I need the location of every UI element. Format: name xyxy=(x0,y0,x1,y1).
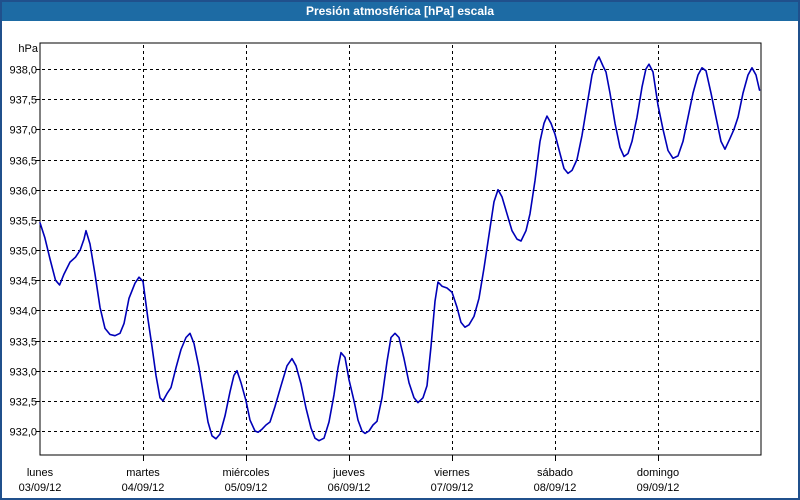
window-titlebar: Presión atmosférica [hPa] escala xyxy=(0,0,800,21)
plot-area xyxy=(39,42,762,456)
y-tick-label: 938,0 xyxy=(9,65,37,77)
y-tick-label: 936,0 xyxy=(9,186,37,198)
day-name-label: viernes xyxy=(434,467,470,479)
day-date-label: 03/09/12 xyxy=(19,482,62,494)
day-name-label: martes xyxy=(126,467,160,479)
pressure-line xyxy=(39,56,761,442)
day-name-label: lunes xyxy=(27,467,54,479)
y-tick-label: 934,0 xyxy=(9,306,37,318)
y-tick-label: 932,0 xyxy=(9,427,37,439)
y-tick-label: 932,5 xyxy=(9,397,37,409)
day-name-label: domingo xyxy=(637,467,679,479)
y-tick-label: 935,5 xyxy=(9,216,37,228)
y-tick-label: 934,5 xyxy=(9,276,37,288)
window-title: Presión atmosférica [hPa] escala xyxy=(305,3,495,18)
y-axis-unit-label: hPa xyxy=(18,43,38,55)
day-name-label: jueves xyxy=(332,467,365,479)
day-name-label: miércoles xyxy=(222,467,270,479)
y-tick-label: 937,5 xyxy=(9,95,37,107)
day-date-label: 08/09/12 xyxy=(534,482,577,494)
y-tick-label: 933,5 xyxy=(9,337,37,349)
day-date-label: 05/09/12 xyxy=(225,482,268,494)
y-tick-label: 936,5 xyxy=(9,156,37,168)
day-name-label: sábado xyxy=(537,467,573,479)
day-date-label: 06/09/12 xyxy=(328,482,371,494)
y-tick-label: 933,0 xyxy=(9,367,37,379)
day-date-label: 04/09/12 xyxy=(122,482,165,494)
y-tick-label: 937,0 xyxy=(9,125,37,137)
y-tick-label: 935,0 xyxy=(9,246,37,258)
day-date-label: 07/09/12 xyxy=(431,482,474,494)
day-date-label: 09/09/12 xyxy=(637,482,680,494)
